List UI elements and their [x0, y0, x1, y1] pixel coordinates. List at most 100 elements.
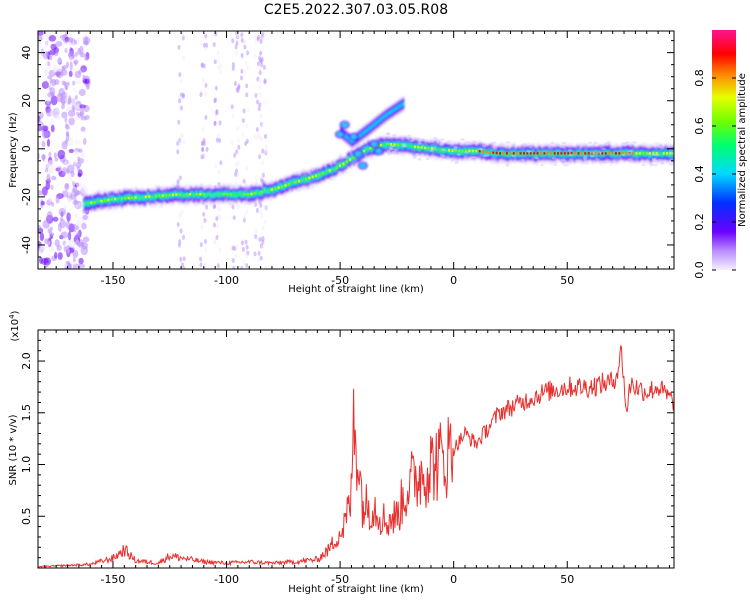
heatmap-cell	[206, 192, 208, 198]
heatmap-cell	[259, 92, 263, 98]
heatmap-cell	[560, 152, 563, 155]
heatmap-cell	[654, 151, 657, 155]
heatmap-cell	[437, 148, 440, 153]
heatmap-cell	[102, 199, 105, 203]
heatmap-cell	[234, 162, 238, 168]
heatmap-cell	[413, 146, 416, 151]
heatmap-cell	[649, 153, 651, 157]
heatmap-cell	[454, 160, 459, 163]
heatmap-cell	[628, 150, 633, 153]
heatmap-cell	[49, 266, 53, 269]
heatmap-cell	[545, 150, 548, 155]
heatmap-cell	[386, 142, 389, 146]
heatmap-cell	[50, 112, 54, 118]
heatmap-cell	[195, 193, 198, 196]
heatmap-cell	[127, 196, 130, 200]
heatmap-cell	[462, 150, 465, 155]
heatmap-cell	[181, 191, 183, 197]
heatmap-cell	[349, 138, 352, 142]
heatmap-cell	[77, 263, 81, 269]
heatmap-cell	[415, 152, 420, 156]
heatmap-cell	[508, 152, 510, 157]
heatmap-cell	[646, 152, 651, 155]
heatmap-cell	[352, 156, 355, 159]
heatmap-cell	[57, 222, 62, 232]
heatmap-cell	[604, 142, 609, 146]
heatmap-cell	[417, 145, 420, 149]
heatmap-cell	[242, 192, 244, 196]
heatmap-cell	[175, 193, 178, 196]
heatmap-cell	[177, 119, 181, 125]
heatmap-cell	[627, 158, 632, 161]
heatmap-cell	[237, 204, 241, 210]
heatmap-cell	[365, 128, 368, 133]
heatmap-cell	[264, 147, 268, 153]
heatmap-cell	[64, 139, 68, 145]
heatmap-cell	[419, 153, 424, 157]
heatmap-cell	[421, 138, 426, 142]
heatmap-cell	[177, 193, 180, 198]
heatmap-cell	[85, 84, 90, 90]
heatmap-cell	[401, 144, 406, 148]
y-tick-label: 1.0	[20, 456, 33, 474]
heatmap-cell	[496, 152, 499, 157]
heatmap-cell	[178, 72, 182, 78]
heatmap-cell	[460, 138, 465, 141]
heatmap-cell	[386, 143, 389, 148]
heatmap-cell	[405, 143, 408, 147]
heatmap-cell	[205, 42, 209, 48]
heatmap-cell	[214, 193, 216, 197]
heatmap-cell	[613, 152, 616, 156]
heatmap-cell	[539, 152, 542, 155]
heatmap-cell	[505, 164, 510, 167]
heatmap-cell	[201, 77, 205, 83]
heatmap-cell	[458, 149, 461, 153]
heatmap-cell	[187, 192, 190, 198]
x-tick-label: 50	[560, 274, 574, 287]
heatmap-cell	[344, 161, 347, 166]
heatmap-cell	[84, 201, 86, 206]
heatmap-cell	[535, 152, 537, 158]
heatmap-cell	[179, 256, 183, 262]
heatmap-cell	[167, 194, 169, 199]
heatmap-cell	[398, 104, 401, 109]
heatmap-cell	[515, 152, 517, 157]
heatmap-cell	[443, 149, 445, 154]
heatmap-cell	[244, 253, 248, 259]
heatmap-cell	[315, 174, 318, 177]
heatmap-cell	[60, 231, 69, 239]
heatmap-cell	[118, 195, 121, 200]
heatmap-cell	[652, 153, 657, 156]
heatmap-cell	[114, 197, 117, 201]
heatmap-cell	[245, 92, 249, 98]
heatmap-cell	[669, 163, 674, 166]
heatmap-cell	[391, 150, 396, 154]
heatmap-cell	[124, 197, 127, 200]
heatmap-cell	[240, 75, 244, 81]
heatmap-cell	[464, 151, 469, 154]
heatmap-cell	[80, 245, 89, 256]
heatmap-cell	[41, 140, 46, 148]
heatmap-cell	[57, 149, 66, 160]
heatmap-cell	[212, 42, 216, 48]
heatmap-cell	[553, 160, 558, 164]
heatmap-cell	[423, 145, 425, 149]
heatmap-cell	[429, 146, 432, 152]
heatmap-cell	[55, 56, 63, 64]
heatmap-cell	[72, 257, 76, 263]
heatmap-cell	[567, 152, 570, 155]
heatmap-cell	[477, 149, 479, 154]
heatmap-cell	[447, 149, 450, 152]
heatmap-cell	[334, 167, 336, 172]
spectrogram-y-ticks: -40 -20 0 20 40	[20, 40, 674, 270]
heatmap-cell	[226, 193, 229, 196]
heatmap-cell	[53, 79, 60, 86]
heatmap-cell	[64, 154, 68, 160]
heatmap-cell	[69, 240, 76, 248]
heatmap-cell	[240, 240, 244, 246]
heatmap-cell	[350, 134, 357, 139]
heatmap-cell	[243, 193, 246, 196]
heatmap-cell	[304, 177, 307, 181]
heatmap-cell	[49, 230, 53, 236]
heatmap-cell	[240, 68, 244, 74]
